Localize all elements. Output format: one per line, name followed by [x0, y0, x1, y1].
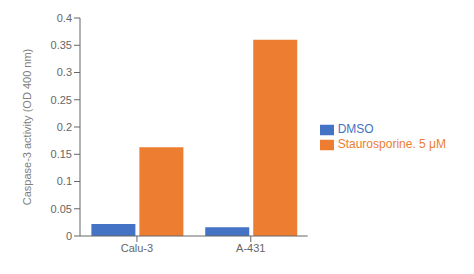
svg-text:0.15: 0.15: [51, 148, 72, 160]
svg-text:0.4: 0.4: [57, 12, 72, 24]
svg-text:0.35: 0.35: [51, 39, 72, 51]
svg-text:0.2: 0.2: [57, 121, 72, 133]
svg-text:Caspase-3 activity (OD 400 nm): Caspase-3 activity (OD 400 nm): [21, 49, 33, 206]
svg-text:0.1: 0.1: [57, 175, 72, 187]
svg-text:Calu-3: Calu-3: [121, 242, 153, 254]
svg-text:A-431: A-431: [236, 242, 265, 254]
html-text:DMSO: DMSO: [337, 122, 374, 137]
svg-text:0.25: 0.25: [51, 94, 72, 106]
svg-text:0.3: 0.3: [57, 66, 72, 78]
svg-text:0: 0: [66, 230, 72, 242]
svg-text:0.05: 0.05: [51, 203, 72, 215]
html-text:Staurosporine. 5 μM: Staurosporine. 5 μM: [337, 137, 446, 151]
